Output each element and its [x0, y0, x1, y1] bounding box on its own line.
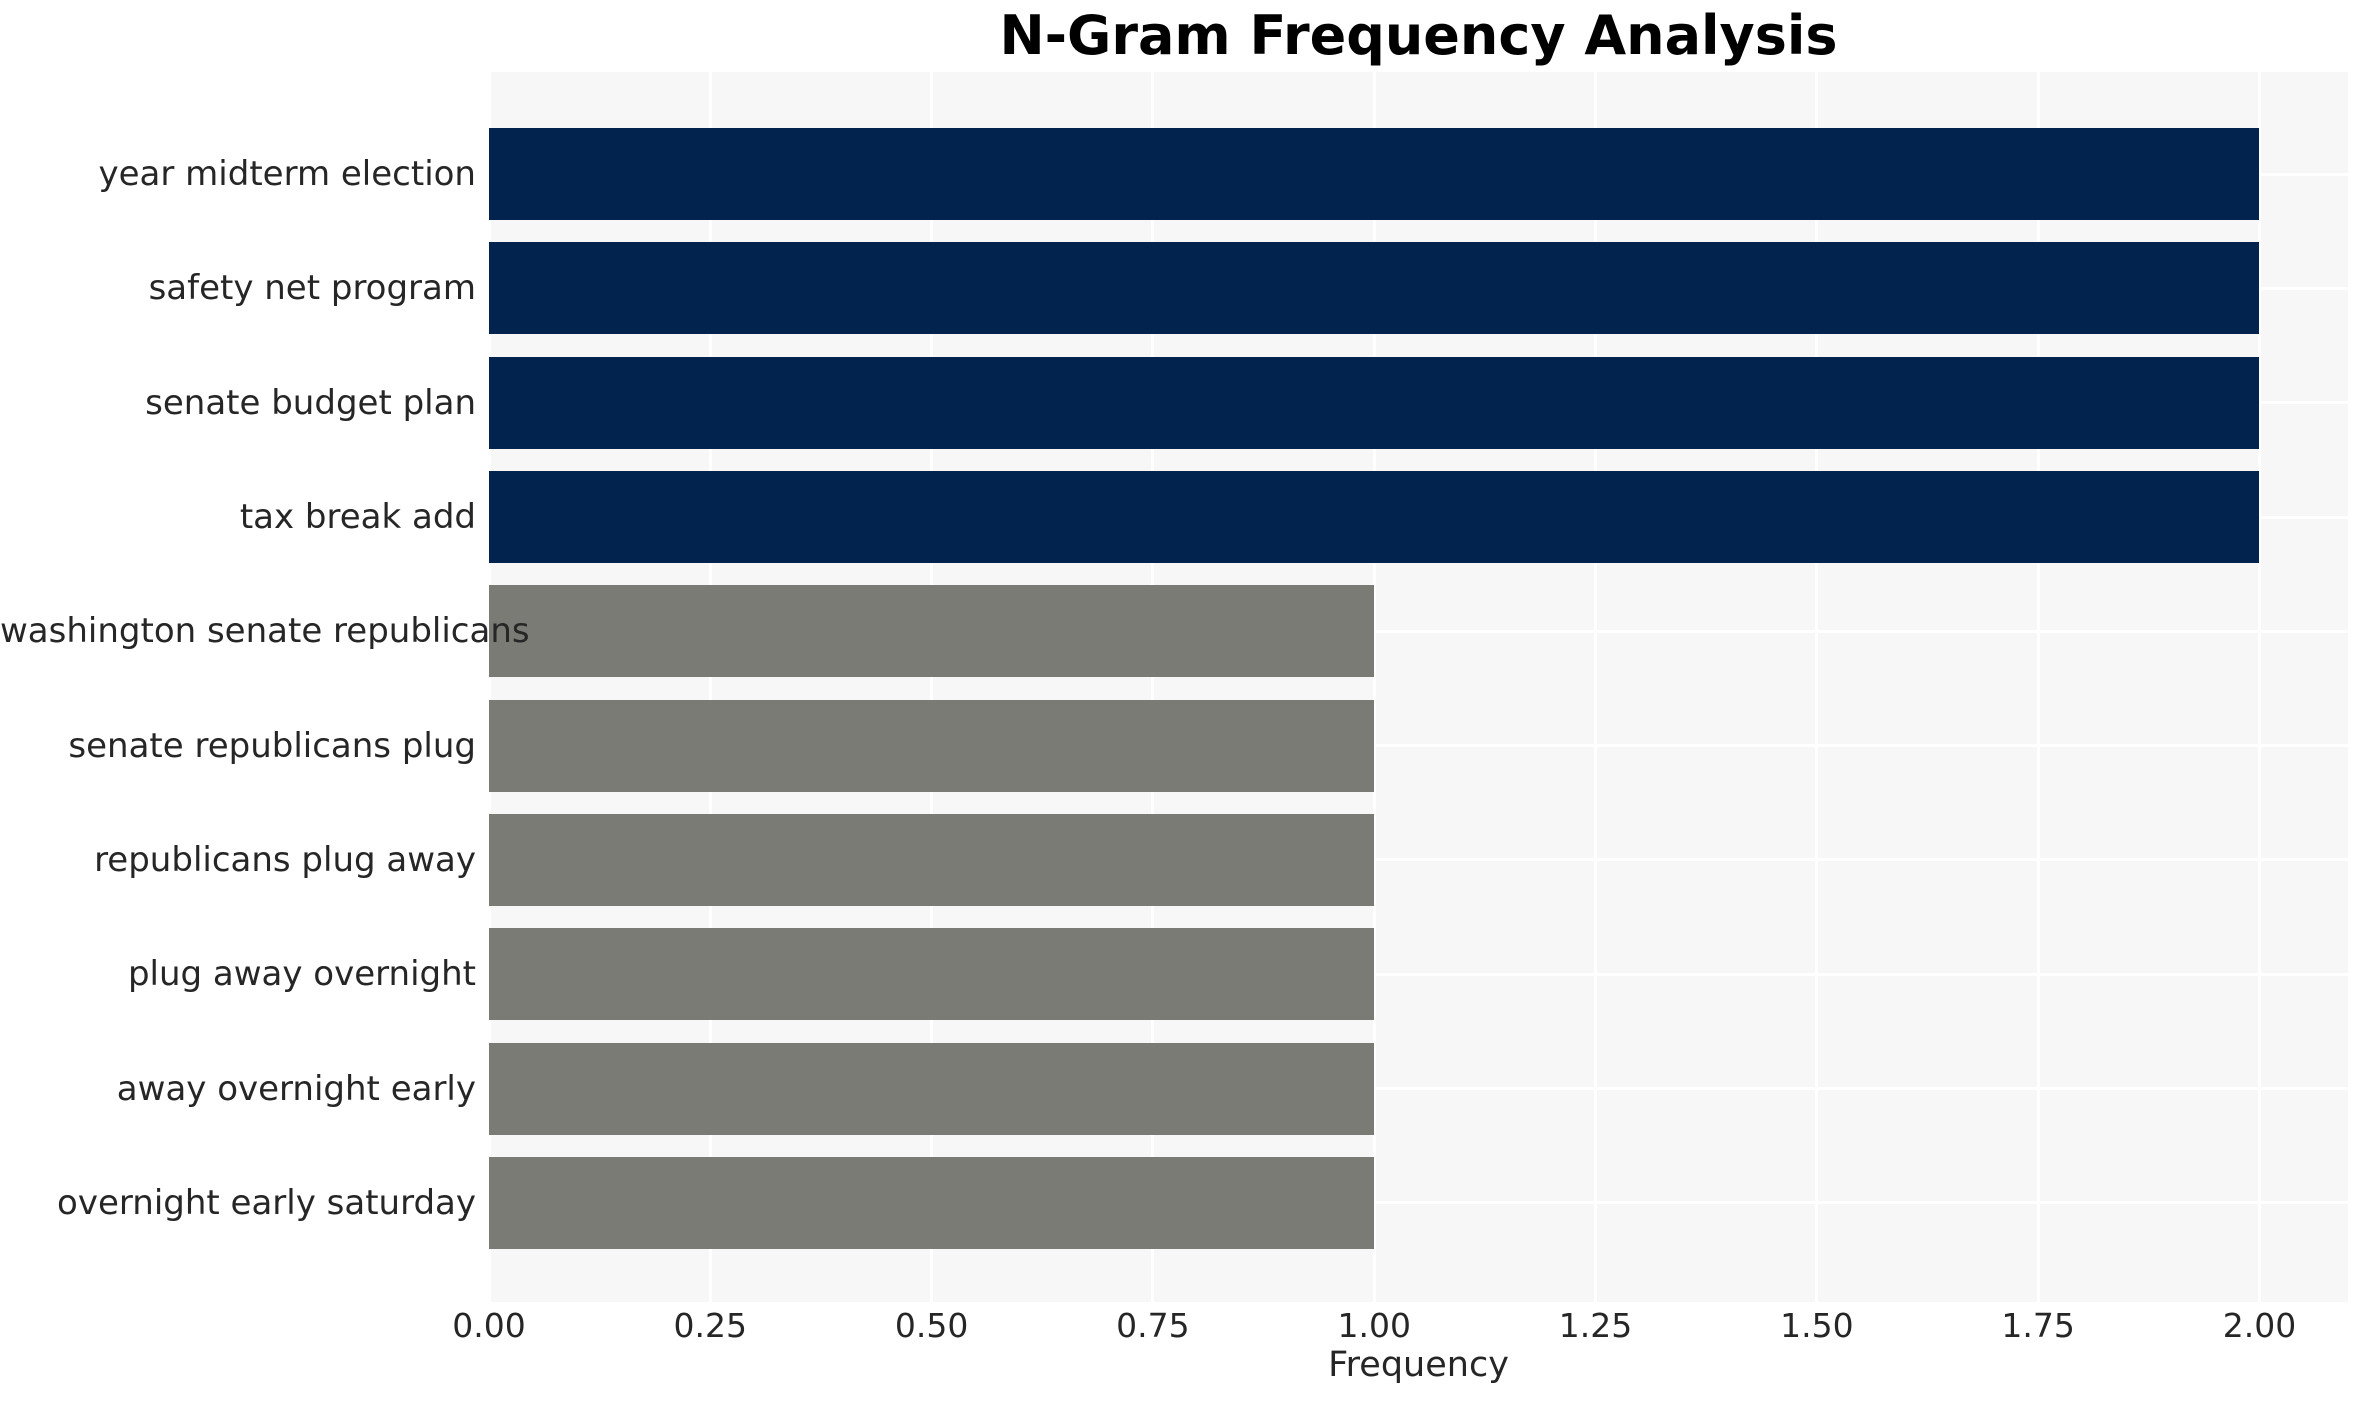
y-tick-label: safety net program [148, 268, 476, 309]
y-tick-label: plug away overnight [127, 954, 476, 995]
vertical-gridline [930, 72, 934, 1302]
vertical-gridline [1815, 72, 1819, 1302]
x-tick-label: 2.00 [2222, 1306, 2297, 1345]
y-tick-label: senate republicans plug [68, 725, 476, 766]
horizontal-gridline [489, 1087, 2348, 1091]
y-tick-label: washington senate republicans [0, 611, 530, 652]
y-axis-labels: year midterm election safety net program s… [0, 72, 530, 1302]
bar [489, 1042, 1375, 1135]
plot-area [487, 72, 2348, 1302]
x-tick-label: 1.25 [1558, 1306, 1633, 1345]
vertical-gridline [708, 72, 712, 1302]
bar [489, 471, 2260, 564]
bar [489, 356, 2260, 449]
x-tick-label: 1.50 [1780, 1306, 1854, 1345]
x-tick-label: 1.75 [2001, 1306, 2075, 1345]
bar [489, 699, 1375, 792]
chart-title: N-Gram Frequency Analysis [999, 4, 1838, 67]
horizontal-gridline [489, 1201, 2348, 1205]
vertical-gridline [2257, 72, 2261, 1302]
x-tick-label: 0.25 [673, 1306, 748, 1345]
x-axis-ticks: 0.00 0.25 0.50 0.75 1.00 1.25 1.50 1.75 2.00 [452, 1306, 2348, 1349]
x-tick-label: 0.00 [452, 1306, 526, 1345]
bar [489, 242, 2260, 335]
x-tick-label: 0.50 [894, 1306, 969, 1345]
y-tick-label: overnight early saturday [57, 1182, 476, 1223]
bar [489, 128, 2260, 221]
horizontal-gridline [489, 744, 2348, 748]
y-tick-label: year midterm election [98, 154, 476, 195]
x-tick-label: 0.75 [1116, 1306, 1190, 1345]
y-tick-label: senate budget plan [145, 382, 476, 423]
y-tick-label: tax break add [239, 497, 476, 538]
vertical-gridline [487, 72, 491, 1302]
horizontal-gridline [489, 858, 2348, 862]
y-tick-label: away overnight early [116, 1068, 476, 1109]
bar [489, 928, 1375, 1021]
bar [489, 813, 1375, 906]
x-tick-label: 1.00 [1337, 1306, 1411, 1345]
vertical-gridline [2036, 72, 2040, 1302]
horizontal-gridline [489, 629, 2348, 633]
y-tick-label: republicans plug away [94, 839, 476, 880]
vertical-gridline [1594, 72, 1598, 1302]
bar [489, 585, 1375, 678]
vertical-gridline [1151, 72, 1155, 1302]
horizontal-gridline [489, 972, 2348, 976]
x-axis-title: Frequency [1328, 1345, 1509, 1385]
bar [489, 1156, 1375, 1249]
vertical-gridline [1372, 72, 1376, 1302]
